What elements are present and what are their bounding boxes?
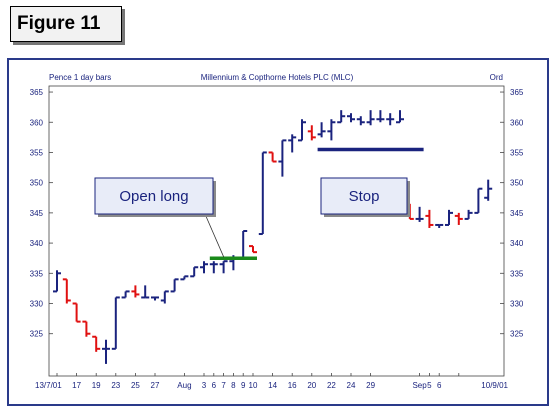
price-bar-down [92, 335, 101, 352]
price-bar-down [454, 212, 463, 225]
price-bar-up [121, 290, 130, 299]
price-bar-up [366, 110, 375, 126]
price-bar-up [356, 116, 365, 126]
x-tick-label: Sep [412, 381, 427, 390]
price-bar-up [435, 223, 444, 228]
x-tick-label: 24 [347, 381, 356, 390]
price-bar-up [200, 261, 208, 274]
price-bar-up [484, 179, 493, 201]
x-tick-label: 22 [327, 381, 336, 390]
x-tick-label: 19 [92, 381, 101, 390]
price-bar-down [425, 209, 434, 228]
y-tick-label-right: 360 [510, 118, 524, 127]
price-bar-up [102, 339, 110, 364]
y-tick-label-left: 335 [30, 269, 44, 278]
price-bar-down [82, 320, 91, 337]
x-tick-label: 27 [151, 381, 160, 390]
plot-area [48, 85, 505, 377]
price-bar-up [288, 134, 297, 153]
x-tick-label: 6 [212, 381, 217, 390]
open-long-pointer [204, 213, 225, 258]
stop-callout [320, 177, 408, 215]
y-tick-label-left: 360 [30, 118, 44, 127]
price-bar-up [170, 278, 179, 293]
x-tick-label: 13/7/01 [35, 381, 62, 390]
price-bar-up [111, 296, 120, 350]
y-tick-label-right: 325 [510, 330, 524, 339]
price-bar-up [141, 285, 150, 299]
price-bar-up [258, 151, 267, 236]
x-tick-label: 29 [366, 381, 375, 390]
y-tick-label-left: 330 [30, 300, 44, 309]
x-tick-label: 23 [111, 381, 120, 390]
price-bar-up [464, 209, 473, 220]
stop-annotation: Stop [317, 147, 424, 217]
open-long-callout [94, 177, 214, 215]
chart-header-right: Ord [490, 73, 503, 82]
price-bar-up [209, 261, 218, 274]
price-bar-down [268, 151, 277, 163]
y-tick-label-right: 355 [510, 148, 524, 157]
price-bar-up [53, 270, 61, 293]
price-bar-up [347, 113, 355, 123]
price-bar-down [249, 245, 257, 254]
y-tick-label-right: 345 [510, 209, 524, 218]
price-bar-up [386, 113, 395, 126]
y-tick-label-left: 340 [30, 239, 44, 248]
x-tick-label: 7 [221, 381, 226, 390]
price-bar-up [239, 230, 248, 260]
price-bar-up [474, 187, 483, 214]
price-bar-up [415, 206, 424, 222]
x-tick-label: Aug [177, 381, 191, 390]
price-bar-up [180, 275, 189, 281]
x-tick-label: 6 [437, 381, 442, 390]
chart-header-center: Millennium & Copthorne Hotels PLC (MLC) [201, 73, 354, 82]
x-tick-label: 25 [131, 381, 140, 390]
price-bar-down [131, 285, 140, 298]
price-bar-up [160, 290, 169, 304]
y-tick-label-right: 335 [510, 269, 524, 278]
x-tick-label: 8 [231, 381, 236, 390]
price-bar-down [62, 278, 71, 304]
x-tick-label: 16 [288, 381, 297, 390]
y-tick-label-right: 340 [510, 239, 524, 248]
y-tick-label-right: 365 [510, 88, 524, 97]
stop-label: Stop [349, 188, 380, 205]
y-tick-label-right: 350 [510, 179, 524, 188]
price-bar-up [151, 296, 159, 301]
y-tick-label-left: 365 [30, 88, 44, 97]
price-bar-up [278, 139, 287, 177]
x-tick-label: 3 [202, 381, 207, 390]
price-bar-up [298, 119, 306, 142]
x-tick-label: 10/9/01 [481, 381, 508, 390]
chart-frame: Pence 1 day bars Millennium & Copthorne … [7, 58, 549, 406]
y-tick-label-left: 355 [30, 148, 44, 157]
figure-label: Figure 11 [10, 6, 122, 42]
price-bar-up [327, 119, 336, 141]
price-bar-down [72, 302, 81, 323]
price-bar-up [190, 266, 199, 278]
y-tick-label-left: 345 [30, 209, 44, 218]
y-tick-label-left: 350 [30, 179, 44, 188]
price-bar-down [307, 125, 316, 141]
price-bar-up [396, 110, 404, 124]
y-tick-label-left: 325 [30, 330, 44, 339]
x-tick-label: 14 [268, 381, 277, 390]
x-tick-label: 9 [241, 381, 246, 390]
price-bar-up [445, 209, 453, 226]
chart-header-left: Pence 1 day bars [49, 73, 111, 82]
x-tick-label: 20 [307, 381, 316, 390]
ohlc-chart: Pence 1 day bars Millennium & Copthorne … [30, 73, 524, 390]
price-bar-up [376, 110, 385, 123]
price-bar-up [317, 122, 326, 138]
x-tick-label: 10 [249, 381, 258, 390]
x-tick-label: 17 [72, 381, 81, 390]
price-bar-up [219, 260, 228, 274]
y-tick-label-right: 330 [510, 300, 524, 309]
open-long-annotation: Open long [94, 177, 257, 260]
price-bar-up [337, 110, 346, 124]
x-tick-label: 5 [427, 381, 432, 390]
open-long-label: Open long [119, 188, 188, 205]
